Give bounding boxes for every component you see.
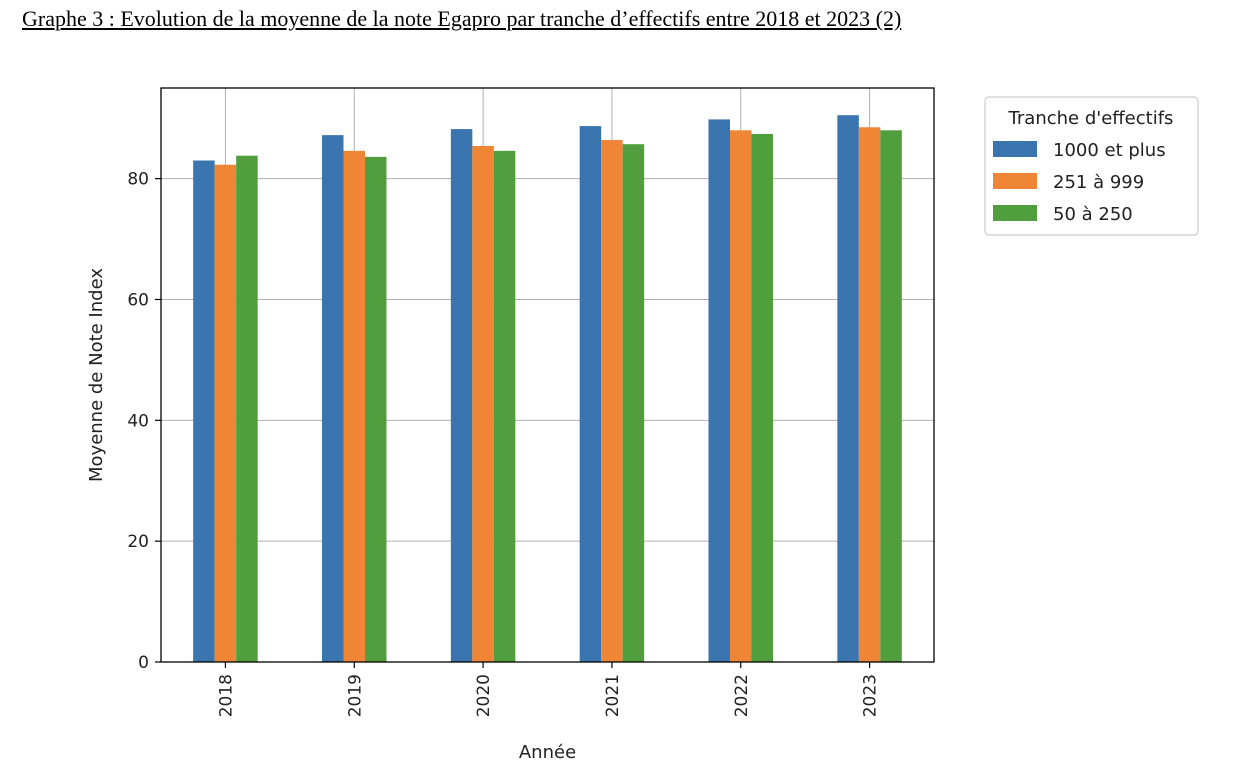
bar-2021-series-2 [622, 144, 645, 662]
bar-2023-series-0 [837, 115, 859, 663]
x-axis-label: Année [519, 742, 576, 763]
bar-2022-series-1 [730, 130, 752, 662]
bar-2019-series-2 [365, 156, 387, 662]
x-tick-label: 2022 [732, 674, 752, 717]
bar-2021-series-1 [601, 139, 623, 663]
bar-2022-series-2 [751, 133, 773, 663]
bar-2020-series-0 [450, 129, 473, 663]
bars-layer [193, 115, 902, 663]
y-tick-label: 60 [127, 290, 149, 310]
ticks-layer: 0 20 40 60 80 2018 2019 2020 2021 2022 2023 [127, 170, 880, 718]
bar-2018-series-1 [214, 164, 237, 662]
x-tick-label: 2021 [603, 674, 623, 717]
y-tick-label: 40 [127, 411, 149, 431]
grid-layer [161, 88, 934, 662]
legend-box [984, 96, 1199, 236]
legend-title: Tranche d'effectifs [1008, 108, 1174, 129]
bar-2022-series-0 [708, 119, 730, 662]
x-tick-label: 2018 [216, 674, 236, 717]
y-axis-label: Moyenne de Note Index [86, 268, 107, 482]
bar-2023-series-1 [858, 127, 881, 662]
y-tick-label: 20 [127, 532, 149, 552]
y-tick-label: 80 [127, 170, 149, 190]
legend: Tranche d'effectifs 1000 et plus 251 à 99… [984, 96, 1199, 236]
bar-2019-series-0 [322, 135, 344, 662]
plot-frame [160, 87, 935, 663]
bar-2020-series-1 [472, 146, 494, 662]
x-tick-label: 2019 [345, 674, 365, 717]
bar-2018-series-2 [236, 155, 258, 663]
y-tick-label: 0 [138, 653, 149, 673]
figure-title: Graphe 3 : Evolution de la moyenne de la… [22, 6, 902, 31]
legend-label: 1000 et plus [1053, 140, 1166, 161]
bar-2018-series-0 [193, 160, 215, 663]
legend-swatch [993, 205, 1037, 221]
legend-swatch [993, 141, 1037, 157]
x-tick-label: 2020 [474, 674, 494, 717]
legend-label: 50 à 250 [1053, 204, 1133, 225]
bar-2023-series-2 [880, 130, 902, 662]
bar-2019-series-1 [343, 150, 365, 662]
legend-label: 251 à 999 [1053, 172, 1144, 193]
legend-swatch [993, 173, 1037, 189]
bar-2020-series-2 [493, 150, 516, 662]
bar-2021-series-0 [579, 126, 602, 663]
legend-entries: 1000 et plus 251 à 999 50 à 250 [993, 140, 1166, 225]
x-tick-label: 2023 [861, 674, 881, 717]
